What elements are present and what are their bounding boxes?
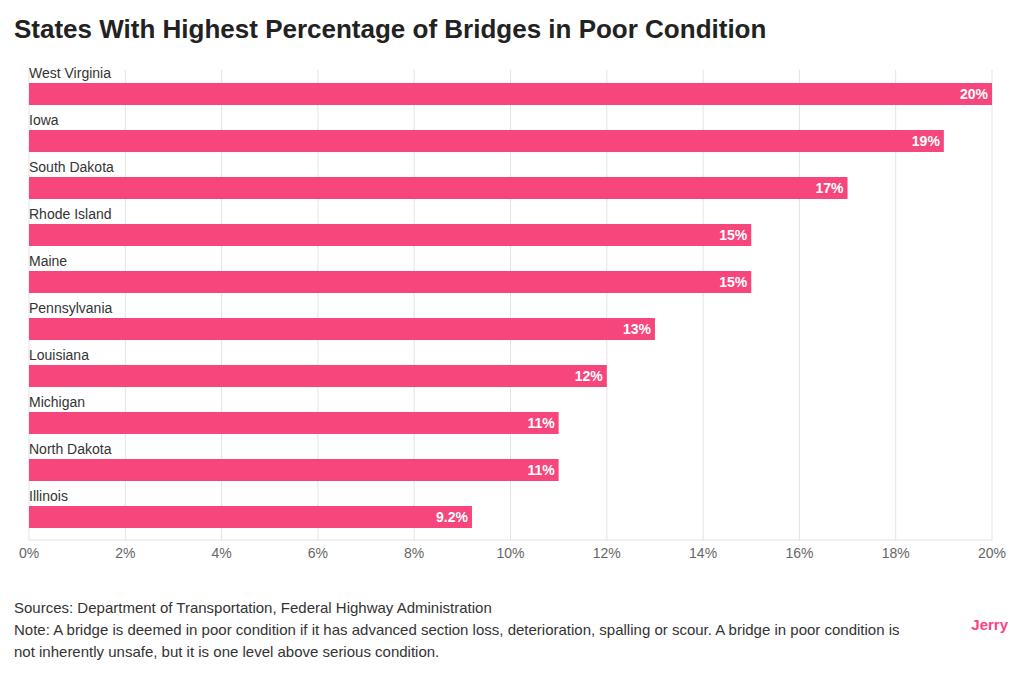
svg-text:10%: 10%	[496, 545, 524, 561]
svg-text:11%: 11%	[527, 462, 555, 478]
svg-text:20%: 20%	[960, 86, 989, 102]
html-text:States With Highest Percentage: States With Highest Percentage of Bridge…	[14, 14, 767, 44]
svg-text:Pennsylvania: Pennsylvania	[29, 300, 112, 316]
html-text:Jerry: Jerry	[971, 616, 1008, 633]
svg-text:Maine: Maine	[29, 253, 67, 269]
svg-text:North Dakota: North Dakota	[29, 441, 112, 457]
svg-text:13%: 13%	[623, 321, 652, 337]
html-text:Note: A bridge is deemed in po: Note: A bridge is deemed in poor conditi…	[14, 621, 900, 660]
svg-text:Louisiana: Louisiana	[29, 347, 89, 363]
svg-text:Michigan: Michigan	[29, 394, 85, 410]
svg-text:15%: 15%	[719, 274, 748, 290]
svg-text:19%: 19%	[912, 133, 941, 149]
svg-text:Illinois: Illinois	[29, 488, 68, 504]
svg-text:20%: 20%	[978, 545, 1006, 561]
svg-text:12%: 12%	[575, 368, 604, 384]
svg-text:16%: 16%	[785, 545, 813, 561]
svg-text:15%: 15%	[719, 227, 748, 243]
svg-text:8%: 8%	[404, 545, 424, 561]
svg-text:0%: 0%	[19, 545, 39, 561]
svg-text:West Virginia: West Virginia	[29, 65, 111, 81]
svg-text:17%: 17%	[816, 180, 845, 196]
svg-text:12%: 12%	[593, 545, 621, 561]
svg-text:Rhode Island: Rhode Island	[29, 206, 112, 222]
svg-text:2%: 2%	[115, 545, 135, 561]
html-text:Sources: Department of Transpo: Sources: Department of Transportation, F…	[14, 599, 492, 616]
svg-text:6%: 6%	[308, 545, 328, 561]
svg-text:South Dakota: South Dakota	[29, 159, 114, 175]
svg-text:11%: 11%	[527, 415, 555, 431]
svg-text:9.2%: 9.2%	[436, 509, 468, 525]
svg-text:14%: 14%	[689, 545, 717, 561]
svg-text:Iowa: Iowa	[29, 112, 59, 128]
svg-text:18%: 18%	[882, 545, 910, 561]
svg-text:4%: 4%	[211, 545, 231, 561]
